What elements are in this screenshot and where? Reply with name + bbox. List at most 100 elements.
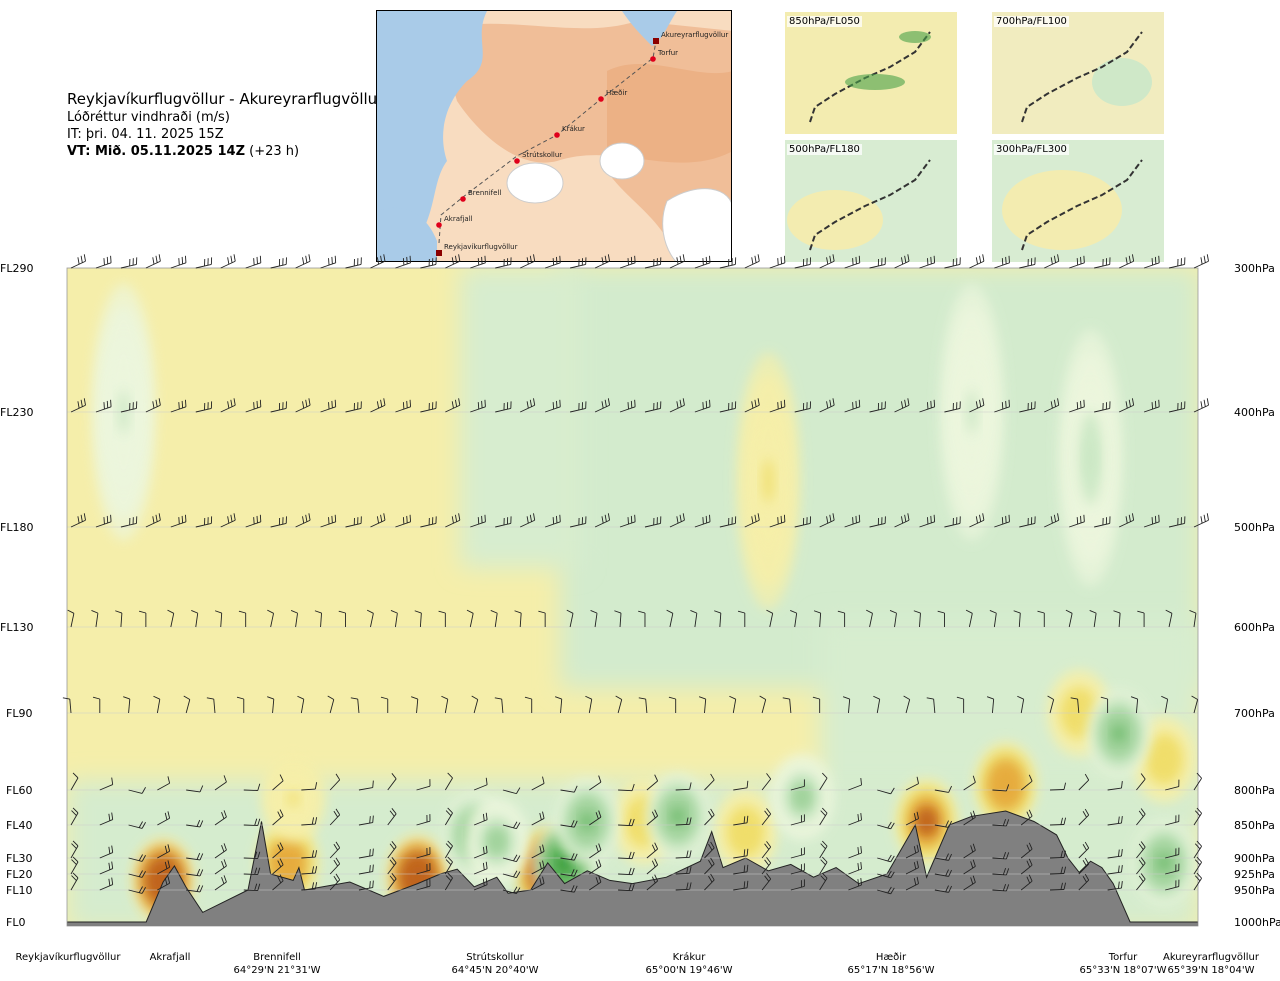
wind-barb	[531, 811, 545, 826]
wind-barb	[589, 875, 602, 891]
wind-barb	[387, 773, 397, 791]
route-map[interactable]: Reykjavíkurflugvöllur Akrafjall Brennifell…	[376, 10, 732, 262]
waypoint-label: Strútskollur	[522, 151, 562, 159]
wind-barb	[769, 514, 786, 528]
wind-barb	[494, 697, 504, 714]
wind-barb	[91, 609, 99, 628]
map-fjord-north	[622, 11, 677, 46]
wind-barb	[934, 820, 952, 828]
wind-barb	[138, 610, 147, 627]
wind-barb	[531, 776, 545, 791]
left-axis-label: FL10	[6, 884, 32, 897]
mini-map-850[interactable]: 850hPa/FL050	[785, 12, 957, 134]
wind-barb	[1118, 254, 1135, 269]
wind-barb	[894, 513, 910, 528]
wind-barb	[794, 257, 811, 269]
mini-route-line	[1021, 159, 1143, 251]
wind-barb	[944, 401, 961, 413]
wind-barb	[153, 695, 161, 714]
wind-barb	[744, 398, 760, 413]
wind-barb	[1044, 513, 1060, 528]
wind-barb	[1168, 257, 1186, 269]
wind-barb	[380, 696, 389, 713]
wind-barb	[638, 610, 646, 627]
downdraft-contour	[1113, 726, 1125, 742]
wind-barb	[70, 254, 86, 269]
mini-map-500[interactable]: 500hPa/FL180	[785, 140, 957, 262]
wind-barb	[338, 610, 346, 627]
wind-barb	[170, 514, 187, 528]
wind-barb	[1078, 873, 1090, 891]
wind-barb	[395, 399, 411, 413]
wind-barb	[934, 885, 952, 893]
wind-barb	[1050, 817, 1067, 826]
wind-barb	[594, 254, 611, 269]
wind-barb	[358, 815, 374, 826]
wind-barb	[70, 807, 79, 826]
wind-barb	[272, 858, 284, 875]
updraft-contour	[1000, 777, 1012, 793]
wind-barb	[445, 513, 461, 528]
updraft-contour	[740, 824, 752, 840]
wind-barb	[70, 872, 79, 891]
wind-barb	[877, 854, 895, 863]
wind-barb	[195, 516, 213, 528]
station-name: Hæðir	[876, 952, 907, 963]
wind-barb	[1044, 254, 1060, 269]
wind-barb	[989, 609, 997, 628]
wind-barb	[320, 514, 337, 528]
wind-barb	[95, 255, 112, 269]
wind-barb	[704, 841, 715, 859]
wind-barb	[769, 399, 786, 413]
wind-barb	[589, 810, 602, 826]
left-axis-label: FL20	[6, 868, 32, 881]
wind-barb	[420, 516, 437, 528]
wind-barb	[320, 255, 337, 269]
map-sea-west	[377, 11, 487, 261]
wind-barb	[848, 845, 862, 859]
mini-map-700[interactable]: 700hPa/FL100	[992, 12, 1164, 134]
wind-barb	[1137, 610, 1145, 627]
mini-map-300[interactable]: 300hPa/FL300	[992, 140, 1164, 262]
updraft-contour	[412, 869, 424, 885]
wind-barb	[618, 851, 635, 860]
wind-barb	[905, 876, 919, 891]
mini-yellow-patch	[1002, 170, 1122, 250]
wind-barb	[894, 398, 910, 413]
wind-barb	[1165, 847, 1180, 859]
wind-barb	[1019, 257, 1036, 269]
right-axis-label: 1000hPa	[1234, 916, 1280, 929]
waypoint-label: Brennifell	[468, 189, 501, 197]
wind-barb	[646, 809, 659, 826]
wind-barb	[1113, 610, 1121, 628]
wind-barb	[314, 610, 322, 628]
wind-barb	[1161, 695, 1169, 714]
wind-barb	[1193, 872, 1203, 891]
wind-barb	[1069, 514, 1085, 528]
wind-barb	[1143, 399, 1160, 413]
wind-barb	[963, 810, 976, 826]
right-axis-label: 850hPa	[1234, 819, 1275, 832]
wind-barb	[719, 257, 737, 269]
wind-barb	[358, 780, 374, 791]
wind-barb	[969, 398, 985, 413]
wind-barb	[1070, 697, 1080, 714]
wind-barb	[128, 886, 146, 894]
wind-barb	[905, 860, 919, 875]
wind-barb	[560, 869, 578, 877]
wind-barb	[329, 873, 341, 891]
station-coord: 64°29'N 21°31'W	[234, 965, 321, 976]
wind-barb	[1050, 782, 1067, 791]
wind-barb	[92, 696, 101, 713]
right-axis-label: 925hPa	[1234, 868, 1275, 881]
wind-barb	[618, 883, 635, 892]
wind-barb	[1107, 881, 1123, 891]
wind-barb	[704, 808, 715, 826]
wind-barb	[869, 516, 886, 528]
wind-barb	[1050, 882, 1067, 891]
wind-barb	[267, 609, 274, 628]
wind-barb	[992, 818, 1010, 827]
wind-barb	[186, 819, 204, 828]
wind-barb	[99, 861, 114, 875]
mini-map-500-svg	[785, 140, 957, 262]
